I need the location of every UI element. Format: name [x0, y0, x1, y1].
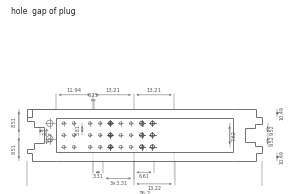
- Text: 0.25: 0.25: [88, 93, 99, 98]
- Text: 8.51: 8.51: [12, 143, 17, 154]
- Text: 12.7: 12.7: [48, 131, 54, 142]
- Text: 7.62: 7.62: [232, 130, 236, 140]
- Text: 76.2: 76.2: [138, 191, 150, 194]
- Text: 3.81: 3.81: [75, 124, 80, 135]
- Text: 13.21: 13.21: [106, 88, 121, 93]
- Text: 8.51: 8.51: [12, 116, 17, 127]
- Text: 6.61: 6.61: [139, 174, 149, 179]
- Text: 11.94: 11.94: [67, 88, 82, 93]
- Text: 10.49: 10.49: [279, 106, 284, 120]
- Text: 13.22: 13.22: [147, 186, 161, 191]
- Text: 2.7: 2.7: [42, 127, 47, 135]
- Text: 13.21: 13.21: [147, 88, 162, 93]
- Text: 9.52: 9.52: [270, 124, 274, 135]
- Text: hole  gap of plug: hole gap of plug: [11, 7, 76, 16]
- Text: 10.49: 10.49: [279, 150, 284, 164]
- Text: 9.52: 9.52: [270, 136, 274, 146]
- Text: 3×3.31: 3×3.31: [109, 181, 128, 185]
- Text: 3.31: 3.31: [92, 174, 103, 179]
